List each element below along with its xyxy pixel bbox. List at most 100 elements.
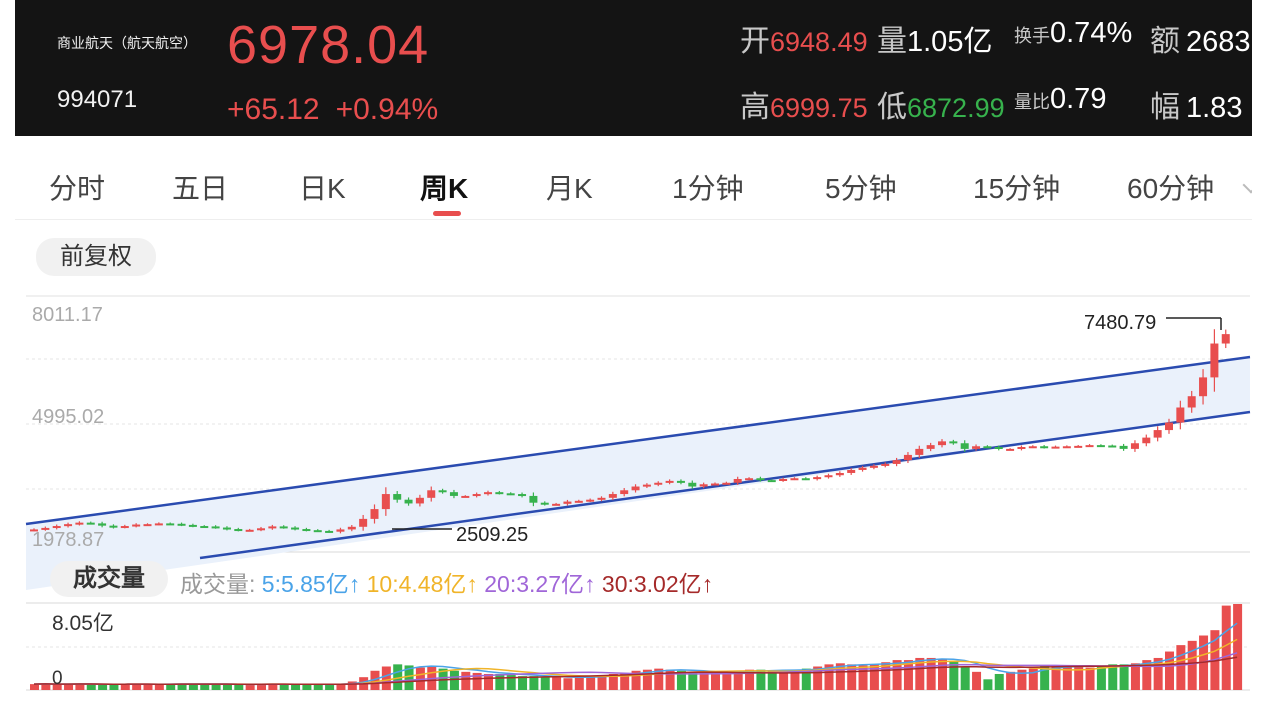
current-price: 6978.04 [227, 15, 430, 75]
candle [347, 526, 356, 530]
change-percent: +0.94% [335, 93, 439, 126]
candle [1028, 446, 1037, 449]
volume-bar [597, 675, 607, 690]
tab-5min[interactable]: 5分钟 [825, 173, 897, 204]
candle [790, 478, 799, 481]
candle [801, 478, 810, 481]
tab-15min[interactable]: 15分钟 [973, 173, 1061, 204]
volume-bar [325, 684, 335, 690]
volume-ma5: 5:5.85亿↑ [261, 571, 361, 597]
candle [620, 490, 629, 495]
volume-bar [1074, 666, 1084, 690]
volume-bar [631, 670, 641, 690]
quote-header: 商业航天（航天航空） 994071 6978.04 +65.12 +0.94% 开… [15, 0, 1252, 136]
tab-five-day[interactable]: 五日 [172, 173, 229, 204]
candle [1199, 377, 1208, 397]
volume-bar [733, 670, 743, 690]
candle [449, 492, 458, 496]
candle [733, 478, 742, 483]
turnover-stat: 换手0.74% [1014, 17, 1133, 49]
candle [631, 486, 640, 491]
candle [30, 529, 38, 532]
volume-bar [211, 684, 221, 690]
candle [676, 480, 685, 483]
candle [98, 523, 107, 526]
candle [1006, 448, 1015, 451]
tab-60min[interactable]: 60分钟 [1127, 173, 1215, 204]
volume-bar [234, 684, 244, 690]
adjust-mode-button[interactable]: 前复权 [36, 238, 156, 276]
volume-bars [30, 604, 1243, 690]
candle [960, 443, 969, 449]
candle [1165, 422, 1173, 431]
volume-bar [1165, 651, 1174, 690]
candle [926, 445, 935, 449]
tab-intraday[interactable]: 分时 [49, 173, 106, 204]
candle [1096, 445, 1105, 448]
volume-bar [381, 666, 391, 690]
volume-bar [767, 670, 777, 690]
candle [234, 529, 243, 532]
candle [404, 499, 413, 504]
index-name: 商业航天（航天航空） [57, 35, 197, 51]
volume-bar [370, 670, 380, 690]
candle [1085, 445, 1094, 448]
volume-bar [132, 683, 142, 690]
candle [540, 502, 549, 505]
volume-bar [1028, 668, 1038, 690]
volume-bar [1051, 665, 1061, 690]
volume-bar [847, 664, 857, 690]
volume-bar [393, 664, 403, 690]
volume-bar [1142, 660, 1152, 690]
candle [1210, 343, 1219, 378]
candle [642, 484, 651, 487]
candle [86, 522, 95, 525]
high-annotation-label: 7480.79 [1084, 312, 1156, 334]
volume-bar [1040, 665, 1050, 690]
volume-bar [711, 672, 720, 690]
volume-bar [1085, 667, 1095, 690]
candle [64, 524, 73, 527]
candle [279, 526, 288, 529]
volume-bar [903, 660, 913, 690]
volume-bar [166, 684, 176, 690]
volume-indicator-button[interactable]: 成交量 [50, 561, 168, 597]
candle [200, 526, 209, 529]
candle [75, 522, 84, 525]
tab-daily-k[interactable]: 日K [299, 173, 346, 204]
volume-ma-line [33, 656, 1238, 685]
amount-stat: 额 2683 [1150, 25, 1251, 58]
volume-bar [608, 673, 618, 690]
tab-weekly-k[interactable]: 周K [420, 173, 469, 204]
volume-bar [313, 684, 323, 690]
candle [574, 500, 583, 503]
candle [166, 523, 175, 526]
volume-ma30: 30:3.02亿↑ [601, 571, 714, 597]
candle [1153, 430, 1162, 438]
volume-ratio-stat: 量比0.79 [1014, 83, 1107, 115]
tab-1min[interactable]: 1分钟 [672, 173, 744, 204]
volume-bar [518, 676, 528, 690]
candle [143, 524, 152, 527]
y-label-max: 8011.17 [32, 304, 103, 326]
tab-monthly-k[interactable]: 月K [546, 173, 593, 204]
volume-bar [1176, 645, 1186, 690]
volume-bar [835, 663, 845, 690]
candle [484, 492, 492, 495]
volume-bar [892, 660, 902, 690]
candle [461, 495, 470, 498]
volume-bar [756, 669, 766, 690]
volume-bar [1221, 605, 1231, 690]
volume-bar [177, 683, 187, 690]
volume-bar [813, 666, 823, 690]
candle [745, 478, 754, 481]
candle [313, 530, 322, 533]
volume-ma10: 10:4.48亿↑ [366, 571, 478, 597]
candle [268, 526, 277, 529]
volume-bar [960, 666, 970, 690]
channel-fill [26, 357, 1250, 590]
volume-stat: 量1.05亿 [877, 25, 993, 58]
candle [869, 465, 878, 468]
candle [188, 524, 197, 527]
candle [563, 501, 572, 504]
